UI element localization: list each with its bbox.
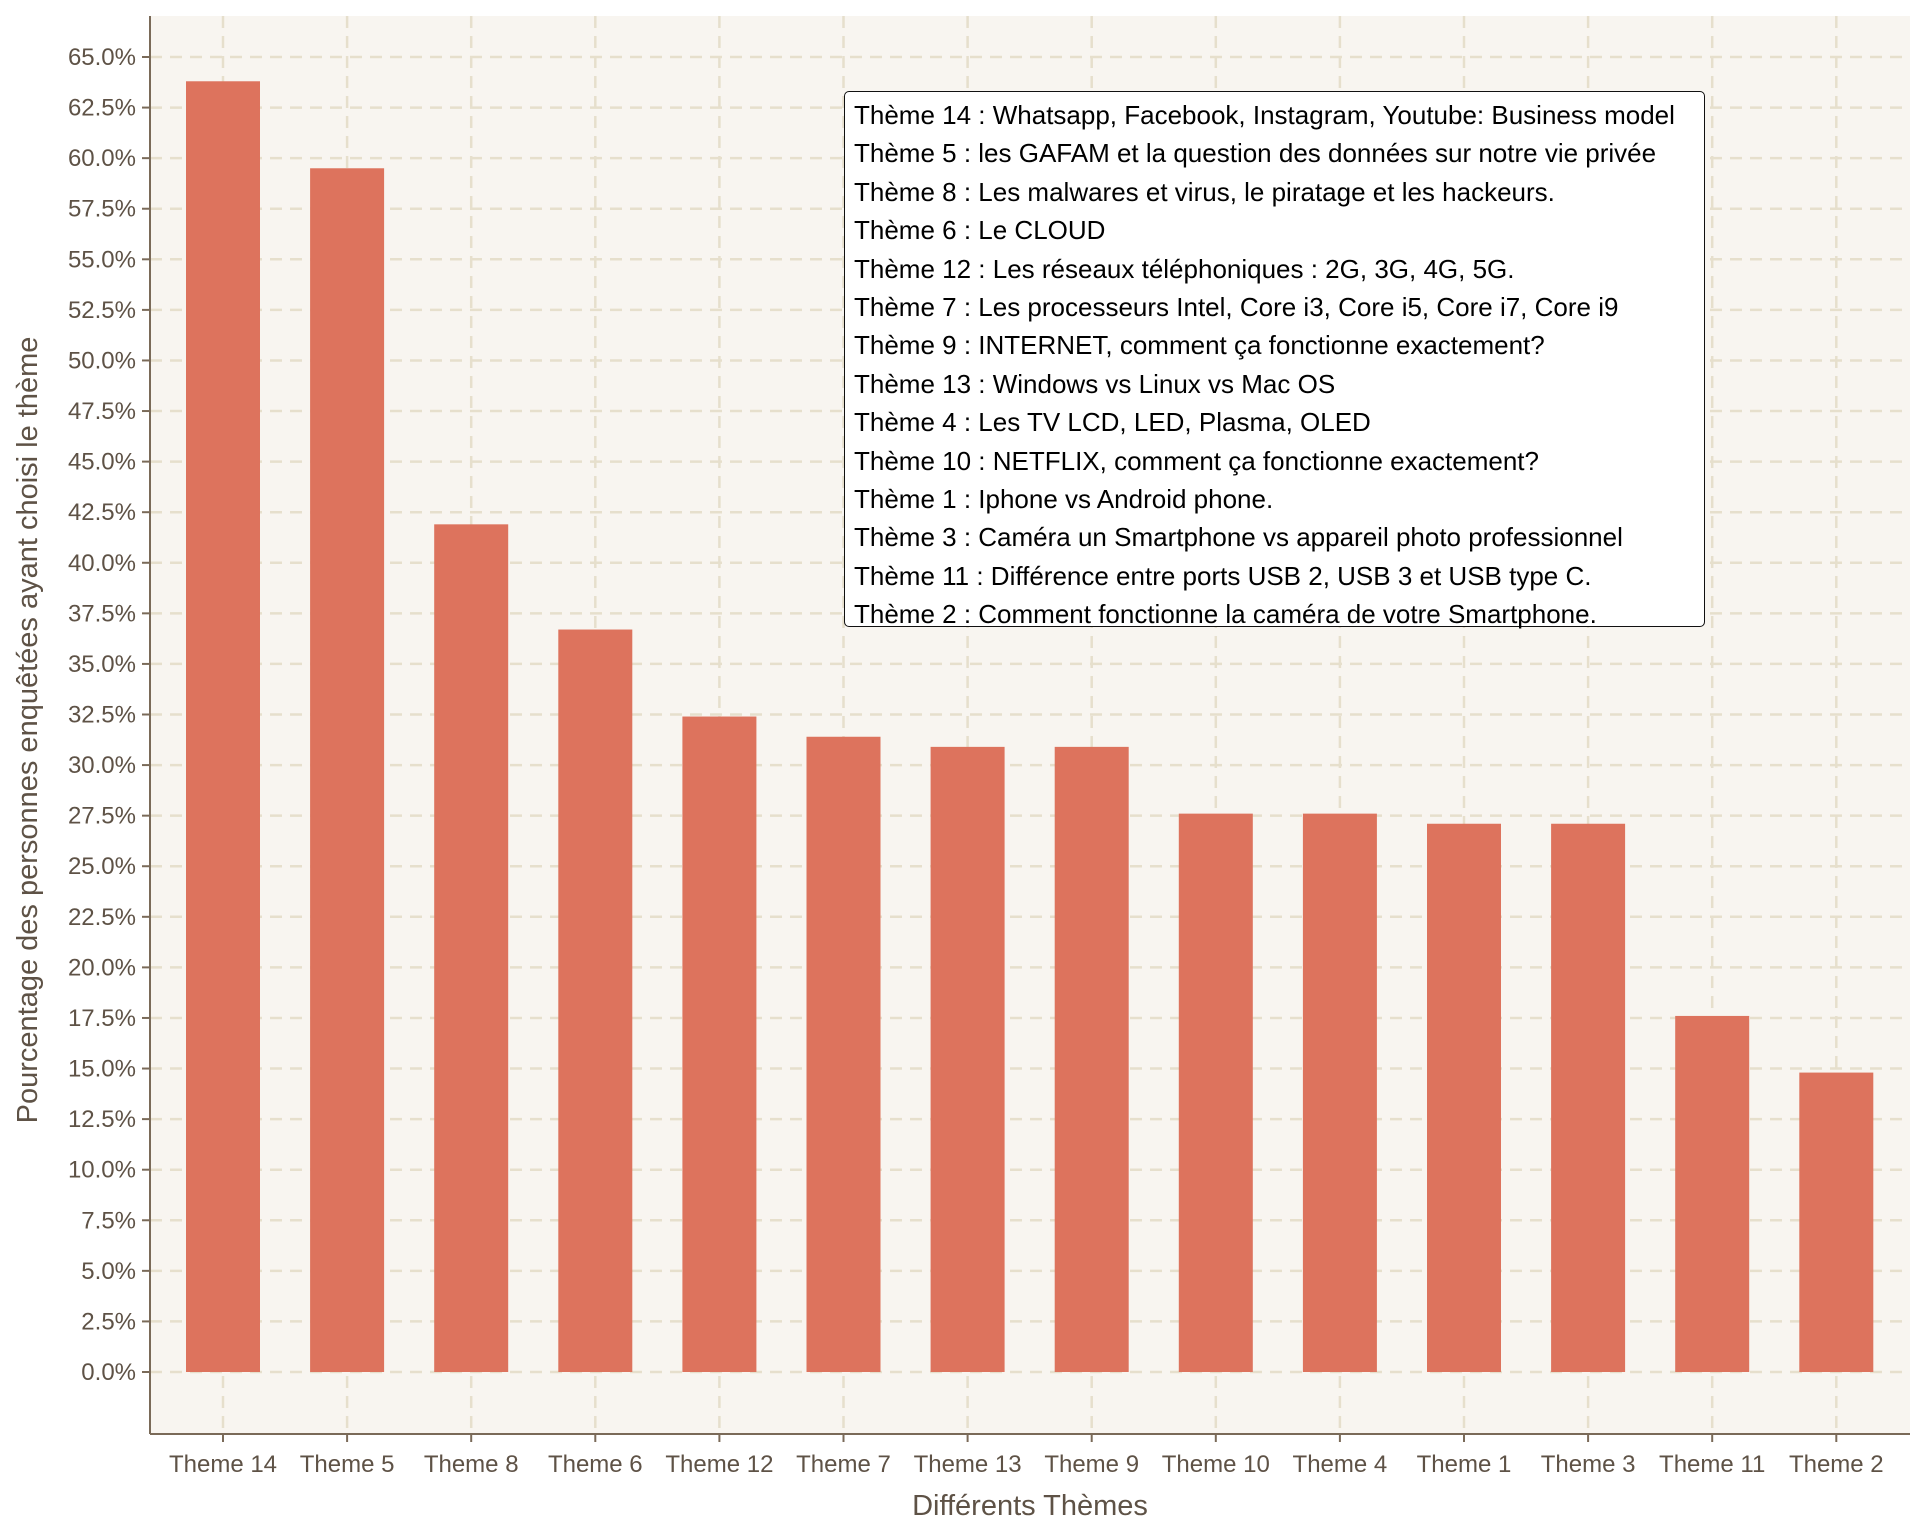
x-tick-label: Theme 6 [548,1451,643,1478]
x-axis-title: Différents Thèmes [912,1490,1148,1522]
y-tick-label: 30.0% [68,752,136,779]
y-tick-label: 2.5% [81,1308,136,1335]
legend-entry: Thème 5 : les GAFAM et la question des d… [854,138,1657,169]
bar-theme-14 [186,81,260,1372]
y-tick-label: 60.0% [68,145,136,172]
y-tick-label: 5.0% [81,1258,136,1285]
x-ticks: Theme 14 Theme 5 Theme 8 Theme 6 Theme 12 The… [169,1434,1884,1478]
y-tick-label: 15.0% [68,1056,136,1083]
y-axis-title: Pourcentage des personnes enquêtées ayan… [12,337,44,1124]
legend-entry: Thème 11 : Différence entre ports USB 2,… [854,560,1592,591]
y-tick-label: 47.5% [68,398,136,425]
y-tick-label: 20.0% [68,954,136,981]
x-tick-label: Theme 5 [300,1451,395,1478]
legend-entry: Thème 13 : Windows vs Linux vs Mac OS [854,368,1336,399]
legend-entry: Thème 4 : Les TV LCD, LED, Plasma, OLED [854,407,1371,438]
legend-entry: Thème 12 : Les réseaux téléphoniques : 2… [854,253,1515,284]
legend-entry: Thème 2 : Comment fonctionne la caméra d… [854,599,1597,630]
y-tick-label: 0.0% [81,1359,136,1386]
x-tick-label: Theme 3 [1541,1451,1636,1478]
y-tick-label: 57.5% [68,196,136,223]
bar-theme-1 [1427,823,1501,1372]
bar-theme-13 [930,746,1005,1372]
y-tick-label: 32.5% [68,702,136,729]
y-tick-label: 50.0% [68,347,136,374]
bar-theme-4 [1302,813,1377,1372]
x-tick-label: Theme 7 [796,1451,891,1478]
legend-entry: Thème 6 : Le CLOUD [854,215,1106,246]
legend-entry: Thème 8 : Les malwares et virus, le pira… [854,176,1555,207]
y-tick-label: 42.5% [68,499,136,526]
y-tick-label: 55.0% [68,246,136,273]
y-tick-label: 12.5% [68,1106,136,1133]
y-tick-label: 37.5% [68,600,136,627]
x-tick-label: Theme 13 [914,1451,1022,1478]
x-tick-label: Theme 2 [1789,1451,1884,1478]
y-tick-label: 7.5% [81,1207,136,1234]
y-tick-label: 25.0% [68,853,136,880]
legend-entry: Thème 14 : Whatsapp, Facebook, Instagram… [854,100,1675,130]
x-tick-label: Theme 4 [1293,1451,1388,1478]
y-tick-label: 40.0% [68,550,136,577]
y-tick-label: 52.5% [68,297,136,324]
x-tick-label: Theme 12 [665,1451,773,1478]
legend: Thème 14 : Whatsapp, Facebook, Instagram… [844,91,1705,629]
x-tick-label: Theme 14 [169,1451,277,1478]
x-tick-label: Theme 11 [1659,1451,1765,1478]
x-tick-label: Theme 10 [1162,1451,1270,1478]
y-tick-label: 65.0% [68,44,136,71]
bar-theme-12 [682,716,757,1372]
x-tick-label: Theme 8 [424,1451,519,1478]
bar-theme-6 [558,629,633,1372]
bars [186,81,1874,1372]
legend-entry: Thème 10 : NETFLIX, comment ça fonctionn… [854,445,1539,476]
bar-theme-11 [1675,1015,1750,1372]
y-tick-label: 22.5% [68,904,136,931]
bar-theme-3 [1551,823,1626,1372]
y-tick-label: 62.5% [68,95,136,122]
bar-theme-9 [1054,746,1129,1372]
bar-theme-10 [1178,813,1253,1372]
x-tick-label: Theme 1 [1417,1451,1512,1478]
y-tick-label: 27.5% [68,803,136,830]
y-tick-label: 45.0% [68,449,136,476]
bar-theme-8 [434,524,509,1372]
bar-theme-5 [310,168,385,1372]
y-ticks: 0.0% 2.5% 5.0% 7.5% 10.0% 12.5% 15.0% 17.5% 20.0… [68,44,150,1386]
y-tick-label: 17.5% [68,1005,136,1032]
x-tick-label: Theme 9 [1044,1451,1139,1478]
legend-entry: Thème 1 : Iphone vs Android phone. [854,484,1274,515]
bar-theme-2 [1799,1072,1874,1372]
legend-entry: Thème 7 : Les processeurs Intel, Core i3… [854,292,1619,323]
y-tick-label: 35.0% [68,651,136,678]
legend-entry: Thème 9 : INTERNET, comment ça fonctionn… [854,330,1545,361]
legend-entry: Thème 3 : Caméra un Smartphone vs appare… [854,522,1623,553]
bar-theme-7 [806,736,881,1372]
y-tick-label: 10.0% [68,1157,136,1184]
